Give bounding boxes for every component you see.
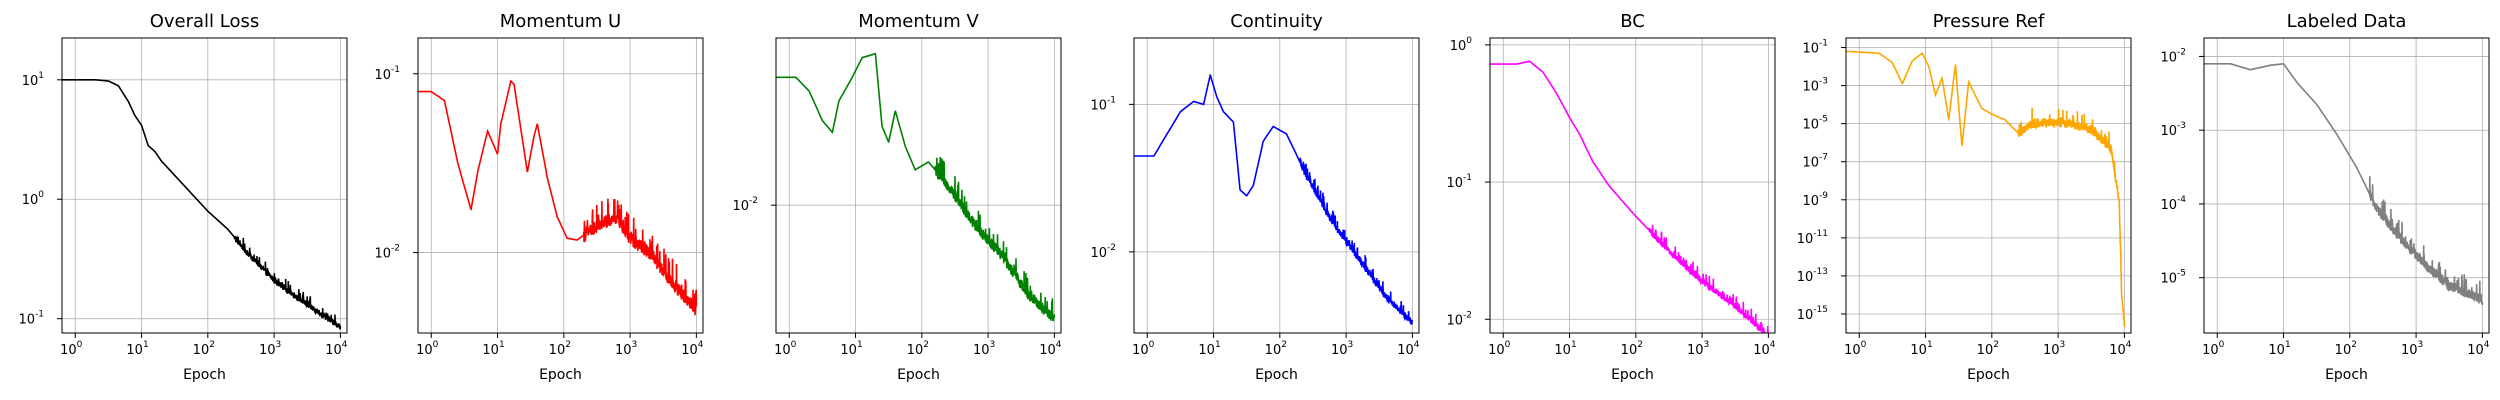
x-tick-label: 104 <box>681 340 704 358</box>
x-tick-label: 104 <box>2467 340 2490 358</box>
y-tick-label: 10-3 <box>2160 121 2186 139</box>
panel-title: Overall Loss <box>150 11 260 32</box>
axes-frame <box>417 37 704 334</box>
x-tick-label: 102 <box>1621 340 1643 358</box>
axes-frame <box>775 37 1062 334</box>
x-tick-label: 102 <box>907 340 929 358</box>
x-tick-label: 101 <box>840 340 862 358</box>
y-tick-label: 10-2 <box>1090 243 1116 261</box>
axes-frame <box>61 37 348 334</box>
panel-3: 100 101 102 103 104 10-2 Momentum V Epoch <box>732 11 1061 383</box>
x-axis-label: Epoch <box>1255 367 1298 383</box>
series-line <box>1134 74 1414 325</box>
panel-6: 100 101 102 103 104 10-15 10-13 10-11 10-9 10-7 10… <box>1797 11 2132 383</box>
x-tick-label: 100 <box>60 340 83 358</box>
x-tick-label: 100 <box>2202 340 2225 358</box>
x-tick-label: 100 <box>1132 340 1155 358</box>
y-tick-label: 10-2 <box>1446 310 1472 328</box>
axes-frame <box>1489 37 1776 334</box>
axes-frame <box>1845 37 2132 334</box>
y-tick-label: 101 <box>22 71 44 89</box>
y-tick-label: 10-2 <box>2160 47 2186 65</box>
panel-title: Continuity <box>1230 11 1323 32</box>
y-tick-label: 10-11 <box>1797 229 1828 247</box>
x-tick-label: 101 <box>1554 340 1576 358</box>
series-line <box>776 52 1056 322</box>
y-tick-label: 10-3 <box>1802 77 1828 95</box>
panel-5: 100 101 102 103 104 10-2 10-1 100 BC Epoch <box>1446 11 1775 383</box>
series-line <box>1490 60 1769 333</box>
x-axis-label: Epoch <box>1967 367 2010 383</box>
x-tick-label: 101 <box>1198 340 1220 358</box>
x-tick-label: 102 <box>1265 340 1287 358</box>
y-tick-label: 10-2 <box>374 244 400 262</box>
x-tick-label: 103 <box>2401 340 2423 358</box>
axes-frame <box>1133 37 1420 334</box>
panel-title: Pressure Ref <box>1933 11 2045 32</box>
axes-frame <box>2203 37 2490 334</box>
y-tick-label: 10-7 <box>1802 153 1828 171</box>
x-tick-label: 101 <box>1910 340 1932 358</box>
y-tick-label: 10-5 <box>1802 115 1828 133</box>
x-axis-label: Epoch <box>539 367 582 383</box>
y-tick-label: 100 <box>1450 36 1473 54</box>
x-tick-label: 101 <box>482 340 504 358</box>
y-tick-label: 10-13 <box>1797 267 1828 285</box>
x-axis-label: Epoch <box>1611 367 1654 383</box>
series-line <box>2204 62 2484 306</box>
panel-title: BC <box>1620 11 1645 32</box>
x-axis-label: Epoch <box>2325 367 2368 383</box>
x-tick-label: 103 <box>259 340 281 358</box>
x-tick-label: 103 <box>2043 340 2065 358</box>
y-tick-label: 10-15 <box>1797 305 1828 323</box>
panel-title: Momentum U <box>500 11 621 32</box>
x-tick-label: 100 <box>416 340 439 358</box>
y-tick-label: 10-1 <box>18 310 44 328</box>
x-tick-label: 103 <box>615 340 637 358</box>
panel-1: 100 101 102 103 104 10-1 100 101 Overall Loss Epo… <box>18 11 347 383</box>
x-tick-label: 103 <box>973 340 995 358</box>
y-tick-label: 10-1 <box>1090 95 1116 113</box>
panel-2: 100 101 102 103 104 10-2 10-1 Momentum U Epoch <box>374 11 703 383</box>
panel-7: 100 101 102 103 104 10-5 10-4 10-3 10-2 Labeled D… <box>2160 11 2489 383</box>
y-tick-label: 10-4 <box>2160 195 2186 213</box>
x-axis-label: Epoch <box>897 367 940 383</box>
x-tick-label: 104 <box>325 340 348 358</box>
series-line <box>418 79 698 316</box>
series-line <box>1846 50 2126 327</box>
panel-title: Momentum V <box>858 11 979 32</box>
x-tick-label: 100 <box>1844 340 1867 358</box>
y-tick-label: 10-1 <box>1446 173 1472 191</box>
x-tick-label: 102 <box>1977 340 1999 358</box>
y-tick-label: 10-1 <box>374 65 400 83</box>
y-tick-label: 10-1 <box>1802 39 1828 57</box>
y-tick-label: 100 <box>22 190 45 208</box>
x-axis-label: Epoch <box>183 367 226 383</box>
x-tick-label: 100 <box>1488 340 1511 358</box>
x-tick-label: 104 <box>1039 340 1062 358</box>
x-tick-label: 104 <box>1753 340 1776 358</box>
x-tick-label: 103 <box>1687 340 1709 358</box>
x-tick-label: 101 <box>126 340 148 358</box>
x-tick-label: 102 <box>193 340 215 358</box>
x-tick-label: 102 <box>549 340 571 358</box>
series-line <box>62 79 342 330</box>
x-tick-label: 102 <box>2335 340 2357 358</box>
y-tick-label: 10-9 <box>1802 191 1828 209</box>
y-tick-label: 10-5 <box>2160 269 2186 287</box>
x-tick-label: 100 <box>774 340 797 358</box>
panel-title: Labeled Data <box>2287 11 2407 32</box>
panel-4: 100 101 102 103 104 10-2 10-1 Continuity Epoch <box>1090 11 1419 383</box>
y-tick-label: 10-2 <box>732 196 758 214</box>
x-tick-label: 103 <box>1331 340 1353 358</box>
x-tick-label: 104 <box>1397 340 1420 358</box>
x-tick-label: 101 <box>2268 340 2290 358</box>
x-tick-label: 104 <box>2109 340 2132 358</box>
